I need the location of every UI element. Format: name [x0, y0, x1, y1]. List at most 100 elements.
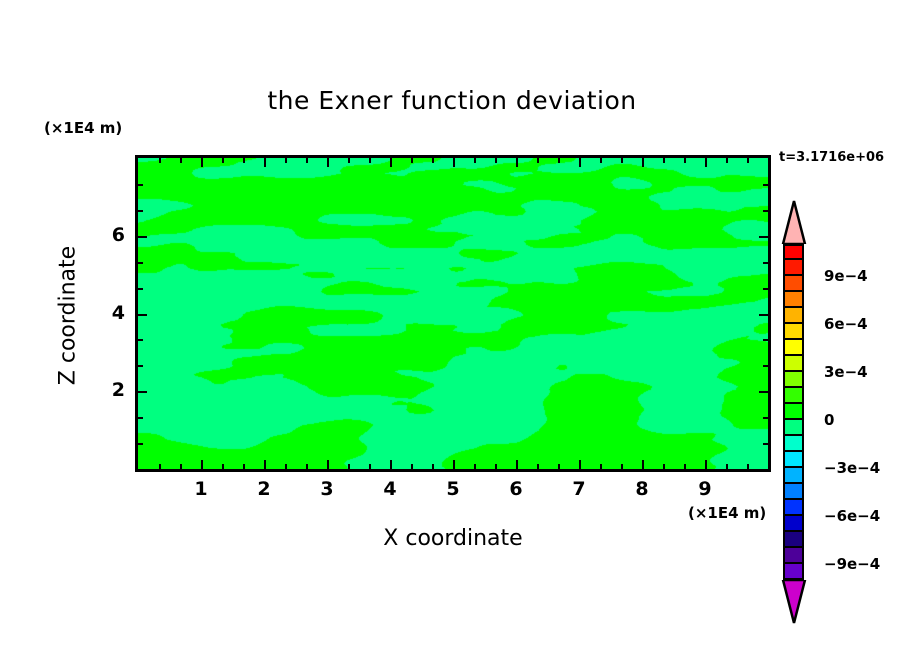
x-tick-top: [432, 158, 434, 163]
y-tick-left: [138, 443, 143, 446]
x-tick-top: [579, 158, 581, 167]
x-tick-top: [726, 158, 728, 163]
x-tick-top: [600, 158, 602, 163]
x-tick-top: [411, 158, 413, 163]
x-tick-label: 7: [572, 478, 586, 500]
y-tick-label: 6: [111, 223, 125, 246]
x-tick-label: 5: [446, 478, 460, 500]
x-tick-top: [159, 158, 161, 163]
x-tick-bottom: [264, 460, 266, 469]
colorbar-tick-label: −6e−4: [824, 507, 881, 525]
colorbar-band: [783, 436, 804, 452]
x-axis-unit-label: (×1E4 m): [688, 504, 767, 522]
x-tick-bottom: [684, 464, 686, 469]
colorbar-over-arrow: [780, 200, 808, 246]
colorbar-band: [783, 548, 804, 564]
y-tick-left: [138, 287, 143, 290]
y-tick-right: [759, 235, 768, 238]
x-tick-top: [285, 158, 287, 163]
y-tick-right: [763, 443, 768, 446]
colorbar-band: [783, 292, 804, 308]
y-tick-right: [763, 209, 768, 212]
x-tick-top: [558, 158, 560, 163]
y-axis-title: Z coordinate: [55, 245, 81, 386]
x-tick-bottom: [579, 460, 581, 469]
x-tick-top: [747, 158, 749, 163]
colorbar-band: [783, 516, 804, 532]
x-tick-bottom: [516, 460, 518, 469]
colorbar-under-arrow: [780, 578, 808, 624]
x-tick-bottom: [537, 464, 539, 469]
x-tick-top: [663, 158, 665, 163]
x-tick-label: 2: [257, 478, 271, 500]
colorbar-band: [783, 356, 804, 372]
x-tick-bottom: [369, 464, 371, 469]
colorbar-band: [783, 388, 804, 404]
y-tick-left: [138, 391, 147, 394]
x-tick-bottom: [243, 464, 245, 469]
colorbar-band: [783, 340, 804, 356]
x-tick-top: [306, 158, 308, 163]
x-tick-bottom: [705, 460, 707, 469]
x-tick-label: 8: [635, 478, 649, 500]
x-tick-top: [201, 158, 203, 167]
colorbar-band: [783, 420, 804, 436]
colorbar-band: [783, 468, 804, 484]
colorbar-band: [783, 500, 804, 516]
y-tick-right: [763, 339, 768, 342]
y-tick-left: [138, 209, 143, 212]
x-tick-bottom: [159, 464, 161, 469]
x-tick-bottom: [600, 464, 602, 469]
x-tick-bottom: [306, 464, 308, 469]
colorbar-band: [783, 244, 804, 260]
y-tick-label: 4: [111, 301, 125, 324]
x-tick-bottom: [201, 460, 203, 469]
colorbar-band: [783, 484, 804, 500]
page-title: the Exner function deviation: [267, 86, 637, 115]
time-annotation: t=3.1716e+06: [779, 150, 885, 165]
x-tick-bottom: [621, 464, 623, 469]
colorbar-tick-label: 6e−4: [824, 315, 868, 333]
x-tick-label: 1: [194, 478, 208, 500]
x-tick-top: [495, 158, 497, 163]
x-axis-title: X coordinate: [383, 526, 523, 551]
y-axis-unit-label: (×1E4 m): [44, 119, 123, 137]
x-tick-label: 9: [698, 478, 712, 500]
x-tick-top: [474, 158, 476, 163]
x-tick-top: [516, 158, 518, 167]
y-tick-left: [138, 261, 143, 264]
x-tick-top: [642, 158, 644, 167]
x-tick-top: [243, 158, 245, 163]
x-tick-bottom: [726, 464, 728, 469]
colorbar-tick-label: −3e−4: [824, 459, 881, 477]
x-tick-bottom: [222, 464, 224, 469]
colorbar-band: [783, 324, 804, 340]
plot-area: [135, 155, 771, 472]
x-tick-bottom: [390, 460, 392, 469]
x-tick-top: [327, 158, 329, 167]
y-tick-left: [138, 417, 143, 420]
colorbar-tick-label: 3e−4: [824, 363, 868, 381]
x-tick-bottom: [642, 460, 644, 469]
x-tick-label: 4: [383, 478, 397, 500]
colorbar-tick-label: 9e−4: [824, 267, 868, 285]
y-tick-label: 2: [111, 379, 125, 402]
colorbar-band: [783, 532, 804, 548]
x-tick-top: [348, 158, 350, 163]
y-tick-right: [759, 313, 768, 316]
x-tick-top: [264, 158, 266, 167]
y-tick-right: [763, 261, 768, 264]
x-tick-bottom: [327, 460, 329, 469]
x-tick-label: 3: [320, 478, 334, 500]
colorbar-band: [783, 276, 804, 292]
x-tick-bottom: [411, 464, 413, 469]
x-tick-top: [369, 158, 371, 163]
x-tick-bottom: [432, 464, 434, 469]
x-tick-bottom: [663, 464, 665, 469]
colorbar-band: [783, 404, 804, 420]
x-tick-bottom: [474, 464, 476, 469]
y-tick-left: [138, 339, 143, 342]
x-tick-bottom: [285, 464, 287, 469]
x-tick-top: [684, 158, 686, 163]
